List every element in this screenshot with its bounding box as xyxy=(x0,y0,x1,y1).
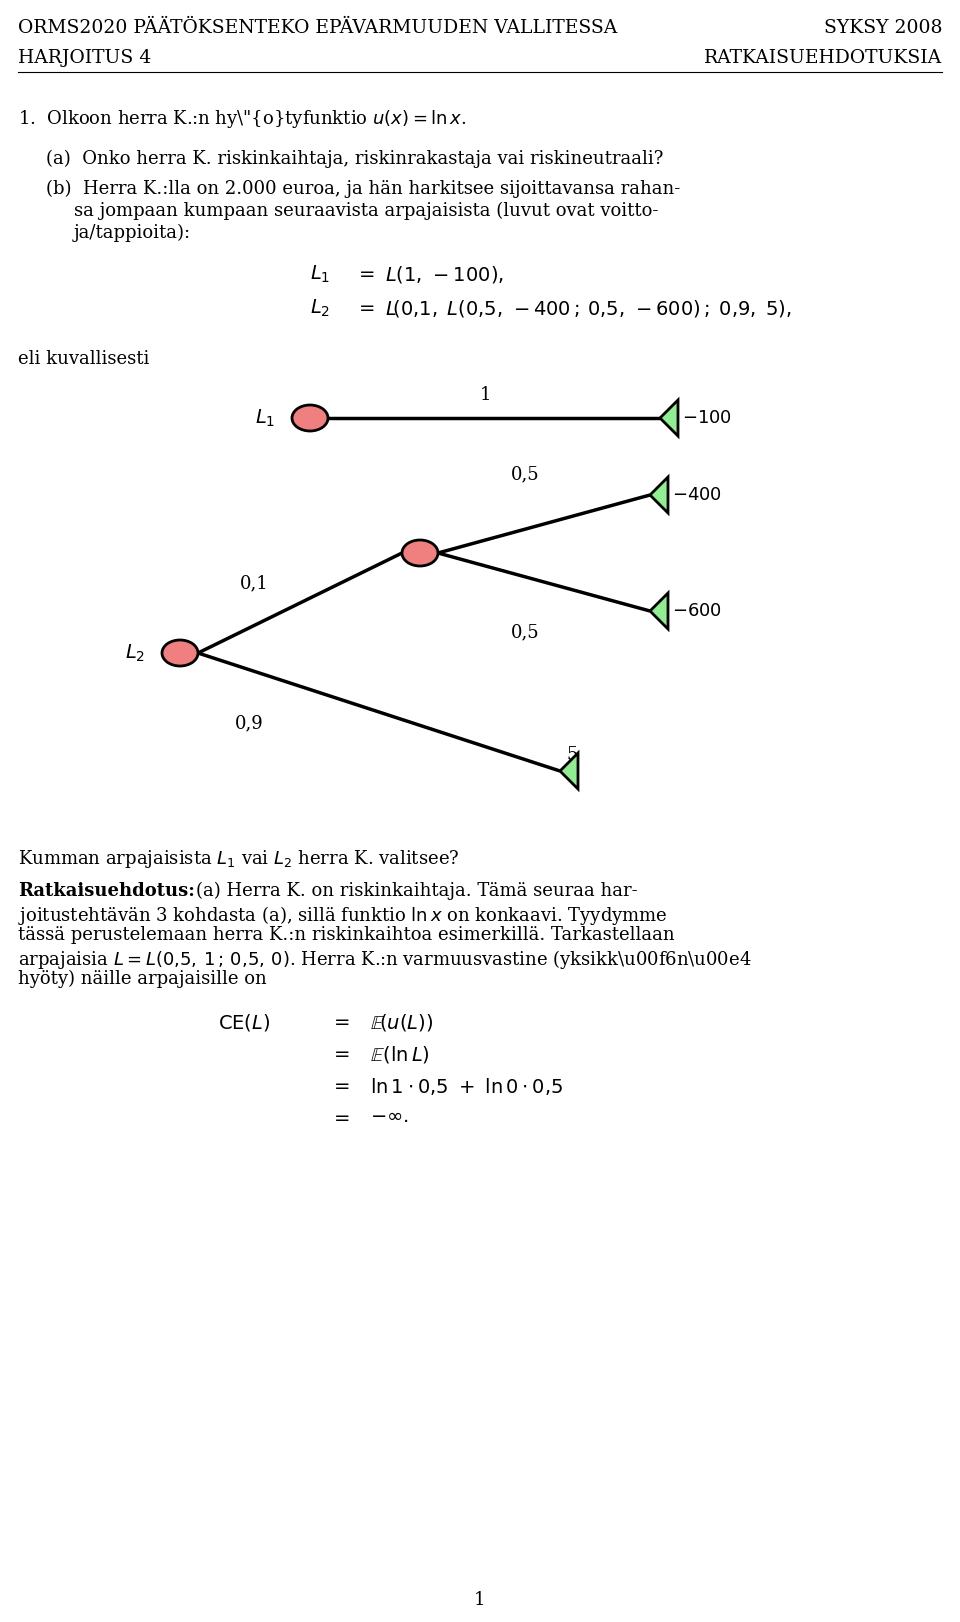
Text: (a)  Onko herra K. riskinkaihtaja, riskinrakastaja vai riskineutraali?: (a) Onko herra K. riskinkaihtaja, riskin… xyxy=(46,149,663,169)
Text: (a) Herra K. on riskinkaihtaja. Tämä seuraa har-: (a) Herra K. on riskinkaihtaja. Tämä seu… xyxy=(196,882,637,900)
Text: $=$: $=$ xyxy=(330,1108,350,1126)
Text: 1: 1 xyxy=(474,1591,486,1609)
Text: (b)  Herra K.:lla on 2.000 euroa, ja hän harkitsee sijoittavansa rahan-: (b) Herra K.:lla on 2.000 euroa, ja hän … xyxy=(46,180,681,198)
Text: $-400$: $-400$ xyxy=(672,487,722,504)
Text: RATKAISUEHDOTUKSIA: RATKAISUEHDOTUKSIA xyxy=(704,49,942,67)
Text: $\mathbb{E}\!\left(u(L)\right)$: $\mathbb{E}\!\left(u(L)\right)$ xyxy=(370,1012,433,1033)
Text: $=$: $=$ xyxy=(330,1075,350,1093)
Text: hyöty) näille arpajaisille on: hyöty) näille arpajaisille on xyxy=(18,970,267,988)
Polygon shape xyxy=(560,753,578,788)
Text: $-600$: $-600$ xyxy=(672,602,722,620)
Text: $L(1,\,-100),$: $L(1,\,-100),$ xyxy=(385,264,504,285)
Text: $-100$: $-100$ xyxy=(682,409,732,427)
Text: $=$: $=$ xyxy=(355,264,375,282)
Text: $\mathbb{E}(\ln L)$: $\mathbb{E}(\ln L)$ xyxy=(370,1045,430,1066)
Polygon shape xyxy=(660,401,678,436)
Ellipse shape xyxy=(402,540,438,566)
Text: 0,9: 0,9 xyxy=(235,714,264,732)
Text: $\ln 1 \cdot 0{,}5 \ + \ \ln 0 \cdot 0{,}5$: $\ln 1 \cdot 0{,}5 \ + \ \ln 0 \cdot 0{,… xyxy=(370,1075,564,1096)
Text: Kumman arpajaisista $L_1$ vai $L_2$ herra K. valitsee?: Kumman arpajaisista $L_1$ vai $L_2$ herr… xyxy=(18,848,460,869)
Text: sa jompaan kumpaan seuraavista arpajaisista (luvut ovat voitto-: sa jompaan kumpaan seuraavista arpajaisi… xyxy=(74,203,659,221)
Text: ja/tappioita):: ja/tappioita): xyxy=(74,224,191,242)
Text: $=$: $=$ xyxy=(330,1012,350,1030)
Text: $-\infty.$: $-\infty.$ xyxy=(370,1108,409,1126)
Text: $=$: $=$ xyxy=(330,1045,350,1062)
Text: $L\!\left(0{,}1,\;L(0{,}5,\,-400\,;\,0{,}5,\,-600)\,;\;0{,}9,\;5\right),$: $L\!\left(0{,}1,\;L(0{,}5,\,-400\,;\,0{,… xyxy=(385,298,791,320)
Text: SYKSY 2008: SYKSY 2008 xyxy=(824,19,942,37)
Polygon shape xyxy=(650,594,668,629)
Ellipse shape xyxy=(292,406,328,431)
Polygon shape xyxy=(650,477,668,513)
Text: $\mathsf{CE}(L)$: $\mathsf{CE}(L)$ xyxy=(218,1012,270,1033)
Text: 1.  Olkoon herra K.:n hy\"{o}tyfunktio $u(x) = \ln x$.: 1. Olkoon herra K.:n hy\"{o}tyfunktio $u… xyxy=(18,109,467,130)
Text: Ratkaisuehdotus:: Ratkaisuehdotus: xyxy=(18,882,195,900)
Text: $L_2$: $L_2$ xyxy=(310,298,330,320)
Text: joitustehtävän 3 kohdasta (a), sillä funktio $\ln x$ on konkaavi. Tyydymme: joitustehtävän 3 kohdasta (a), sillä fun… xyxy=(18,903,667,928)
Text: eli kuvallisesti: eli kuvallisesti xyxy=(18,350,150,368)
Text: 5: 5 xyxy=(566,746,577,764)
Text: HARJOITUS 4: HARJOITUS 4 xyxy=(18,49,152,67)
Text: $=$: $=$ xyxy=(355,298,375,316)
Text: $L_1$: $L_1$ xyxy=(254,407,275,428)
Text: 0,1: 0,1 xyxy=(240,574,269,592)
Text: ORMS2020 PÄÄTÖKSENTEKO EPÄVARMUUDEN VALLITESSA: ORMS2020 PÄÄTÖKSENTEKO EPÄVARMUUDEN VALL… xyxy=(18,19,617,37)
Text: tässä perustelemaan herra K.:n riskinkaihtoa esimerkillä. Tarkastellaan: tässä perustelemaan herra K.:n riskinkai… xyxy=(18,926,675,944)
Text: arpajaisia $L = L(0{,}5,\,1\,;\,0{,}5,\,0)$. Herra K.:n varmuusvastine (yksikk\u: arpajaisia $L = L(0{,}5,\,1\,;\,0{,}5,\,… xyxy=(18,947,752,972)
Ellipse shape xyxy=(162,641,198,667)
Text: $L_1$: $L_1$ xyxy=(310,264,330,285)
Text: 0,5: 0,5 xyxy=(511,466,540,483)
Text: 0,5: 0,5 xyxy=(511,623,540,641)
Text: 1: 1 xyxy=(479,386,491,404)
Text: $L_2$: $L_2$ xyxy=(125,642,145,663)
